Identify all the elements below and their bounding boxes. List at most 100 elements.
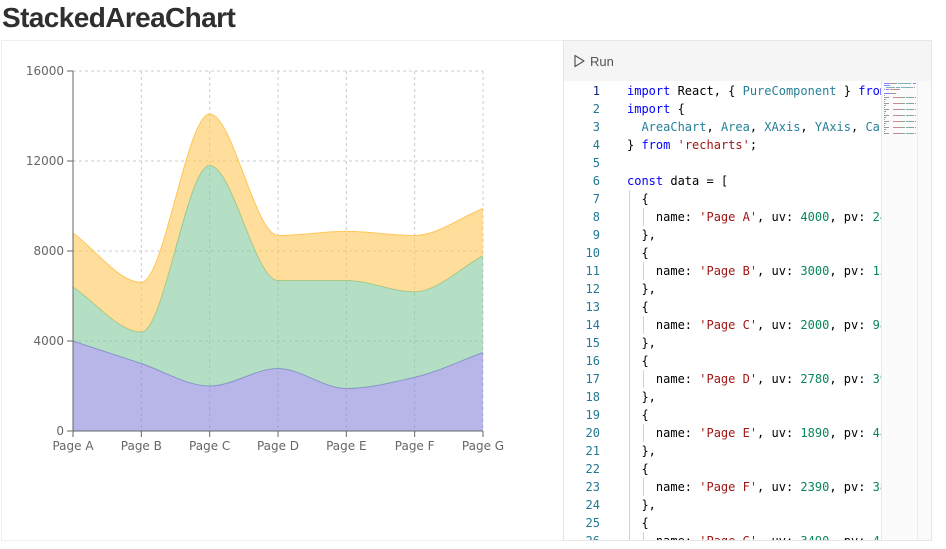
line-number: 24 (585, 498, 600, 512)
line-number: 17 (585, 372, 600, 386)
code-line: }, (627, 226, 656, 244)
y-tick-label: 12000 (26, 154, 64, 168)
code-token: , uv: (757, 264, 801, 278)
editor-scrollbar[interactable] (917, 81, 931, 540)
line-number: 14 (585, 318, 600, 332)
indent-guide (629, 442, 630, 460)
minimap[interactable] (881, 81, 918, 540)
indent-guide (629, 514, 630, 532)
code-token: }, (627, 498, 656, 512)
minimap-token (893, 109, 901, 110)
minimap-token (913, 87, 916, 88)
minimap-token (914, 127, 917, 128)
code-token: from (641, 138, 671, 152)
indent-guide (629, 370, 630, 388)
code-token: , uv: (757, 210, 801, 224)
code-token: AreaChart (641, 120, 707, 134)
code-token: 'Page A' (699, 210, 758, 224)
line-number: 3 (592, 120, 600, 134)
minimap-token (905, 103, 910, 104)
code-token: 'Page G' (699, 534, 757, 540)
code-token: PureComponent (742, 84, 837, 98)
x-tick-label: Page E (326, 439, 366, 453)
code-line: import { (627, 100, 685, 118)
code-line: { (627, 298, 649, 316)
code-token: , uv: (757, 372, 801, 386)
code-line: name: 'Page B', uv: 3000, pv: 13 (627, 262, 881, 280)
run-button[interactable]: Run (572, 52, 614, 70)
code-token: import (627, 84, 671, 98)
indent-guide (629, 244, 630, 262)
minimap-token (884, 95, 885, 96)
code-line: }, (627, 496, 656, 514)
minimap-token (893, 97, 901, 98)
code-token: name: (627, 318, 700, 332)
code-editor[interactable]: 1 2 3 4 5 6 7 8 9 10 11 12 13 14 15 16 17 18 19 20 21 22 23 24 2… (564, 81, 931, 540)
code-token: 'Page B' (699, 264, 758, 278)
code-token: { (627, 246, 649, 260)
indent-guide (629, 424, 630, 442)
minimap-token (884, 97, 889, 98)
minimap-token (884, 129, 886, 130)
indent-guide (629, 532, 630, 540)
minimap-token (893, 87, 895, 88)
area-amt (73, 113, 483, 333)
minimap-token (901, 87, 906, 88)
play-icon (574, 54, 585, 68)
code-token: { (627, 354, 649, 368)
minimap-token (905, 87, 907, 88)
code-token: 2000 (800, 318, 830, 332)
code-token: 3000 (800, 264, 830, 278)
code-token: { (627, 408, 649, 422)
code-token: XAxis (764, 120, 801, 134)
editor-toolbar: Run (564, 41, 931, 81)
minimap-token (905, 133, 910, 134)
code-token: 43 (873, 534, 881, 540)
code-token: , uv: (757, 534, 800, 540)
minimap-token (884, 89, 885, 90)
line-number: 23 (585, 480, 600, 494)
code-line: }, (627, 388, 655, 406)
minimap-token (909, 133, 914, 134)
line-number: 18 (585, 390, 600, 404)
minimap-token (898, 83, 911, 84)
code-token: { (627, 300, 649, 314)
code-token: 39 (872, 372, 881, 386)
x-tick-label: Page B (121, 439, 162, 453)
code-token: 2390 (800, 480, 830, 494)
code-token (670, 138, 677, 152)
code-token: , (706, 120, 721, 134)
minimap-token (911, 87, 913, 88)
code-token: , pv: (829, 480, 873, 494)
code-token: name: (627, 210, 700, 224)
code-token: , pv: (829, 534, 872, 540)
line-number: 8 (592, 210, 600, 224)
y-tick-label: 4000 (33, 334, 64, 348)
code-token: }, (627, 228, 656, 242)
code-token: name: (627, 426, 700, 440)
indent-guide (629, 406, 630, 424)
minimap-token (909, 115, 914, 116)
minimap-token (890, 89, 900, 90)
code-token: from (858, 84, 881, 98)
minimap-token (884, 131, 885, 132)
code-token: 98 (872, 318, 881, 332)
minimap-token (905, 127, 910, 128)
line-number: 19 (585, 408, 600, 422)
minimap-token (900, 97, 905, 98)
minimap-token (884, 119, 885, 120)
stacked-area-chart: 0 4000 8000 12000 16000 Page A Page B Page C Pag… (26, 64, 504, 453)
code-token: 38 (872, 480, 881, 494)
indent-guide (629, 352, 630, 370)
minimap-token (905, 115, 910, 116)
minimap-token (900, 133, 905, 134)
minimap-token (900, 103, 905, 104)
line-number: 2 (592, 102, 600, 116)
code-token: 1890 (800, 426, 830, 440)
code-token: React, { (670, 84, 743, 98)
code-lines[interactable]: import React, { PureComponent } fromimpo… (627, 81, 881, 540)
minimap-token (884, 83, 890, 84)
line-number: 4 (592, 138, 600, 152)
code-line: name: 'Page C', uv: 2000, pv: 98 (627, 316, 881, 334)
indent-guide (643, 424, 644, 442)
